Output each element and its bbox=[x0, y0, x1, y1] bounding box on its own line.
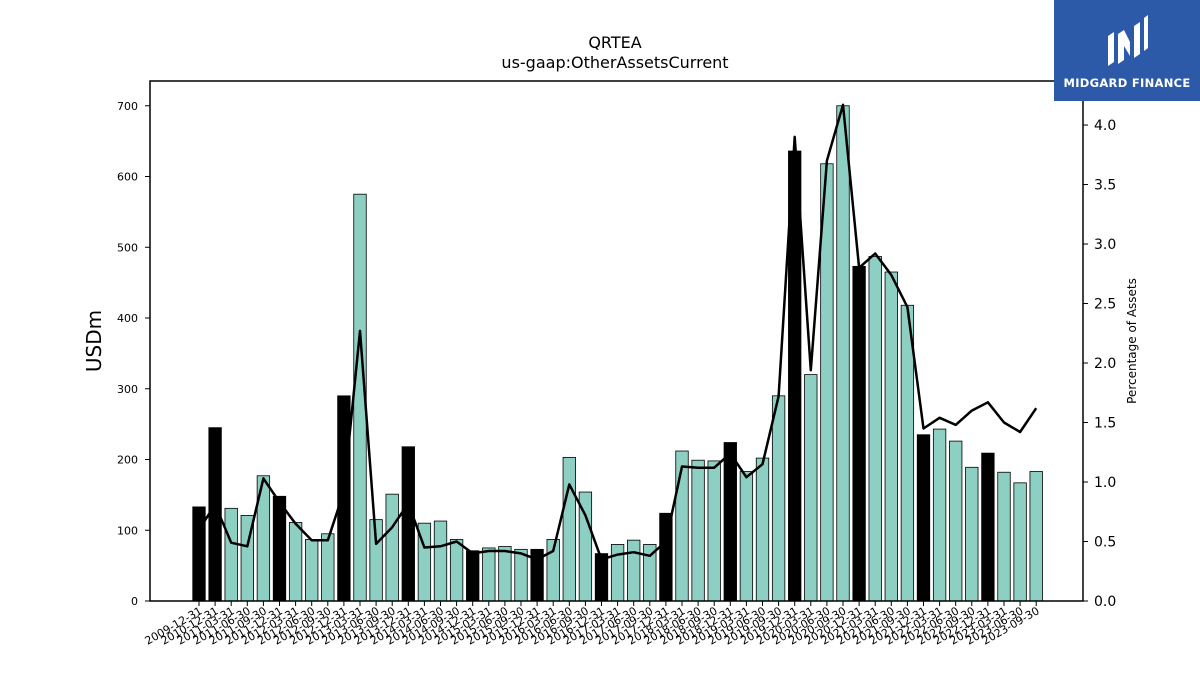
y2-tick-label: 1.5 bbox=[1094, 416, 1116, 432]
y2-tick-label: 0.0 bbox=[1094, 594, 1116, 610]
plot-area-frame bbox=[149, 80, 1084, 602]
y2-tick-label: 4.0 bbox=[1094, 118, 1116, 134]
bar-annual bbox=[723, 442, 737, 602]
bar-quarterly bbox=[868, 256, 882, 602]
y-tick-label: 700 bbox=[117, 100, 138, 113]
bar-quarterly bbox=[321, 533, 335, 602]
x-axis-ticks: 2009-12-312010-12-312011-03-312011-06-30… bbox=[143, 601, 1042, 648]
secondary-y-axis-label: Percentage of Assets bbox=[1125, 278, 1139, 404]
y2-tick-label: 3.0 bbox=[1094, 237, 1116, 253]
bar-quarterly bbox=[691, 459, 705, 602]
bar-quarterly bbox=[739, 471, 754, 602]
bar-quarterly bbox=[482, 547, 496, 602]
bar-quarterly bbox=[1029, 471, 1043, 602]
percentage-line bbox=[197, 103, 1038, 561]
y-tick-label: 100 bbox=[117, 524, 138, 537]
left-axis-ticks: 0 100 200 300 400 500 600 700 bbox=[117, 100, 150, 608]
bar-quarterly bbox=[771, 395, 786, 602]
bar-quarterly bbox=[932, 428, 947, 602]
bar-annual bbox=[466, 550, 480, 602]
y-tick-label: 300 bbox=[117, 383, 138, 396]
bar-quarterly bbox=[707, 460, 721, 602]
bar-annual bbox=[272, 495, 287, 602]
bar-quarterly bbox=[997, 471, 1011, 602]
y2-tick-label: 2.5 bbox=[1094, 297, 1116, 313]
bar-quarterly bbox=[965, 466, 979, 602]
bar-quarterly bbox=[755, 457, 770, 602]
bar-annual bbox=[916, 434, 931, 602]
bar-quarterly bbox=[385, 493, 399, 602]
bar-quarterly bbox=[804, 374, 818, 602]
bar-annual bbox=[401, 446, 415, 602]
bar-quarterly bbox=[627, 539, 641, 602]
bar-quarterly bbox=[884, 271, 898, 602]
line-series bbox=[197, 103, 1038, 561]
brand-name: MIDGARD FINANCE bbox=[1063, 75, 1191, 90]
y-tick-label: 200 bbox=[117, 454, 138, 467]
bar-quarterly bbox=[900, 304, 915, 602]
bar-quarterly bbox=[288, 522, 303, 602]
bar-quarterly bbox=[562, 456, 576, 602]
bar-quarterly bbox=[224, 507, 238, 602]
right-axis-ticks: 0.0 0.5 1.0 1.5 2.0 2.5 3.0 3.5 4.0 bbox=[1083, 118, 1116, 610]
bar-quarterly bbox=[836, 105, 850, 602]
bar-quarterly bbox=[449, 539, 464, 602]
bar-quarterly bbox=[433, 520, 448, 602]
bar-quarterly bbox=[949, 440, 963, 602]
y-tick-label: 600 bbox=[117, 171, 138, 184]
bar-quarterly bbox=[514, 548, 528, 602]
bar-annual bbox=[852, 265, 866, 602]
y-tick-label: 500 bbox=[117, 241, 138, 254]
brand-logo: MIDGARD FINANCE bbox=[1054, 0, 1200, 101]
bar-annual bbox=[594, 553, 609, 602]
bar-quarterly bbox=[675, 450, 689, 602]
y2-tick-label: 1.0 bbox=[1094, 475, 1116, 491]
midgard-logo-icon bbox=[1108, 14, 1148, 66]
y-tick-label: 400 bbox=[117, 312, 138, 325]
bar-annual bbox=[337, 395, 351, 602]
bar-quarterly bbox=[1013, 482, 1027, 602]
y2-tick-label: 0.5 bbox=[1094, 535, 1116, 551]
chart-title: QRTEA bbox=[588, 33, 641, 52]
bar-annual bbox=[981, 452, 995, 602]
y2-tick-label: 3.5 bbox=[1094, 178, 1116, 194]
y2-tick-label: 2.0 bbox=[1094, 356, 1116, 372]
bar-quarterly bbox=[305, 539, 319, 602]
chart-subtitle: us-gaap:OtherAssetsCurrent bbox=[501, 53, 728, 72]
bar-series bbox=[192, 105, 1043, 602]
y-tick-label: 0 bbox=[131, 595, 138, 608]
y-axis-label: USDm bbox=[82, 310, 106, 372]
bar-quarterly bbox=[498, 546, 512, 602]
